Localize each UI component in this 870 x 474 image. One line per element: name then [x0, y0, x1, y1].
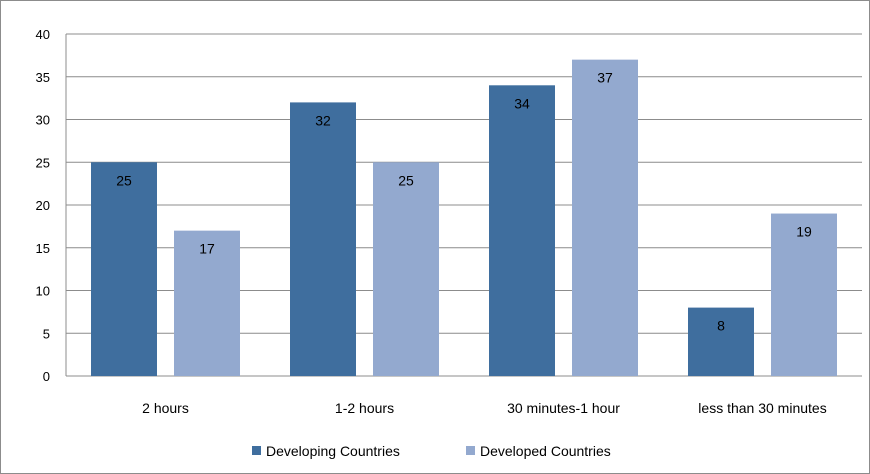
y-tick-label: 25 — [36, 155, 50, 170]
bar — [771, 213, 837, 376]
bar — [373, 162, 439, 376]
y-tick-label: 15 — [36, 241, 50, 256]
y-tick-label: 10 — [36, 284, 50, 299]
x-tick-label: 1-2 hours — [335, 400, 394, 416]
y-tick-label: 0 — [43, 369, 50, 384]
y-tick-label: 35 — [36, 70, 50, 85]
legend-label: Developing Countries — [266, 443, 400, 459]
data-label: 25 — [116, 172, 132, 188]
data-label: 19 — [796, 224, 812, 240]
y-tick-label: 20 — [36, 198, 50, 213]
bar — [174, 230, 240, 376]
legend-swatch — [466, 446, 475, 455]
bar — [489, 85, 555, 377]
data-label: 25 — [398, 172, 414, 188]
legend-swatch — [252, 446, 261, 455]
x-tick-label: 2 hours — [142, 400, 189, 416]
x-tick-label: less than 30 minutes — [698, 400, 826, 416]
bar — [290, 102, 356, 377]
bar — [688, 307, 754, 376]
x-tick-label: 30 minutes-1 hour — [507, 400, 620, 416]
data-label: 32 — [315, 112, 331, 128]
y-tick-label: 5 — [43, 326, 50, 341]
bar — [572, 59, 638, 377]
bar — [91, 162, 157, 376]
data-label: 17 — [199, 241, 215, 257]
data-label: 34 — [514, 95, 530, 111]
y-tick-label: 30 — [36, 113, 50, 128]
y-tick-label: 40 — [36, 27, 50, 42]
data-label: 37 — [597, 70, 613, 86]
data-label: 8 — [717, 318, 725, 334]
legend-label: Developed Countries — [480, 443, 611, 459]
